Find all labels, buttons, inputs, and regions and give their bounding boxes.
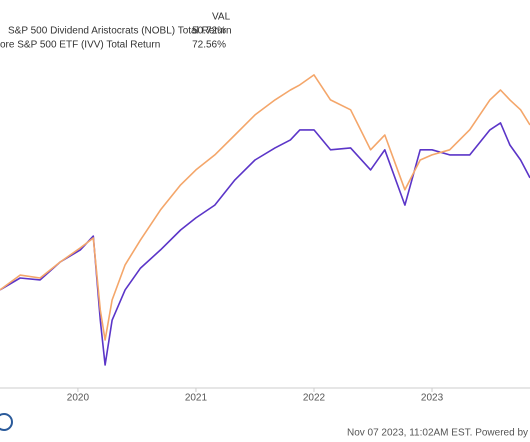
legend-value: 50.72% [192,26,226,37]
x-tick-label: 2020 [67,393,90,404]
legend-label: S&P 500 Dividend Aristocrats (NOBL) Tota… [8,26,232,37]
x-tick-label: 2021 [185,393,208,404]
legend-header: VAL [212,12,231,23]
x-tick-label: 2023 [421,393,444,404]
legend-label: ore S&P 500 ETF (IVV) Total Return [0,40,160,51]
series-line [0,122,530,366]
series-line [0,74,530,341]
legend-value: 72.56% [192,40,226,51]
logo [0,413,13,431]
footer: Nov 07 2023, 11:02AM EST. Powered by [347,428,528,439]
x-tick-label: 2022 [303,393,326,404]
